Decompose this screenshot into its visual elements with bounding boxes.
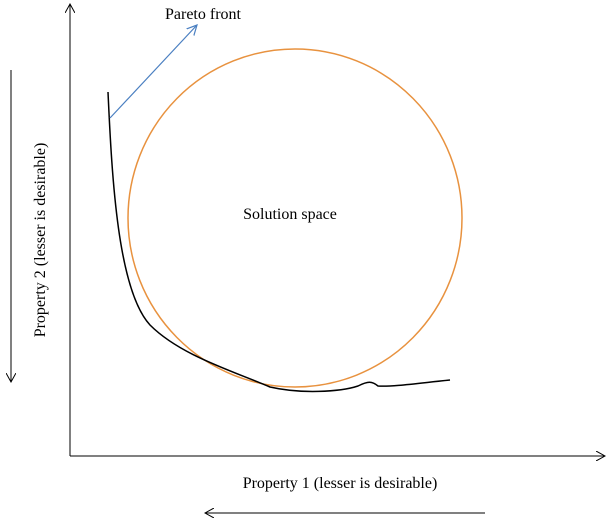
pareto-curve: [107, 91, 451, 393]
pareto-pointer: [109, 25, 197, 119]
pareto-label: Pareto front: [165, 6, 242, 23]
region-label: Solution space: [243, 206, 337, 223]
x-axis-label: Property 1 (lesser is desirable): [243, 475, 438, 492]
solution-space: [127, 48, 463, 388]
y-axis-label: Property 2 (lesser is desirable): [32, 143, 49, 338]
